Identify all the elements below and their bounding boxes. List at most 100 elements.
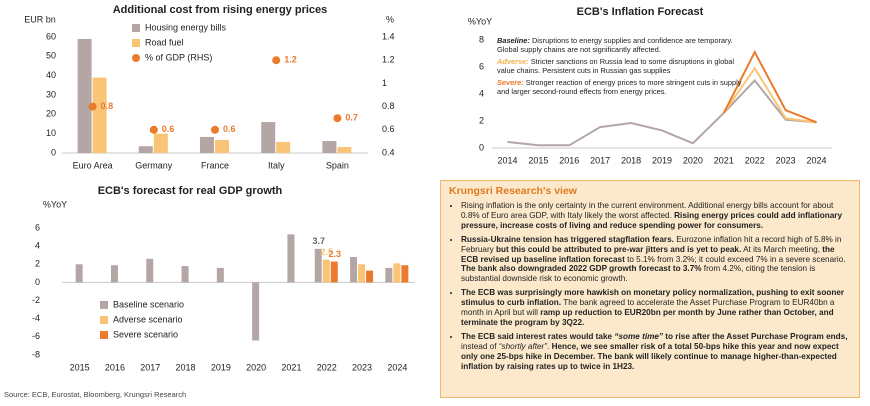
scenario-note: Baseline: Disruptions to energy supplies… <box>497 36 742 54</box>
x-tick-label: 2019 <box>652 155 672 165</box>
data-label: 2.5 <box>320 247 333 257</box>
bar <box>350 257 358 283</box>
data-label: 1.2 <box>284 55 297 65</box>
x-tick-label: Euro Area <box>73 160 113 170</box>
bullet-text: The bank also downgraded 2022 GDP growth… <box>461 264 702 274</box>
bullet-text: Eurozone inflation hit a record high of … <box>461 234 842 254</box>
x-tick-label: 2017 <box>140 362 160 372</box>
bar <box>366 270 374 283</box>
legend-swatch <box>132 39 140 47</box>
line <box>722 66 817 124</box>
y-tick-label: -6 <box>32 331 40 341</box>
bullet: The ECB said interest rates would take “… <box>461 332 851 372</box>
x-tick-label: 2016 <box>559 155 579 165</box>
bar <box>138 146 153 153</box>
bullet: Russia-Ukraine tension has triggered sta… <box>461 235 851 285</box>
x-tick-label: France <box>201 160 229 170</box>
chart-title: ECB's forecast for real GDP growth <box>98 185 283 197</box>
bar <box>252 282 260 341</box>
y-tick-label: 60 <box>46 31 56 41</box>
bullet-text: Rising inflation is the only certainty i… <box>461 201 834 220</box>
y2-tick-label: 0.8 <box>382 101 395 111</box>
x-tick-label: Italy <box>268 160 285 170</box>
data-label: 3.7 <box>312 236 325 246</box>
bar <box>393 263 401 283</box>
bullet-text: the ECB revised up baseline inflation fo… <box>461 244 835 264</box>
y-tick-label: 8 <box>479 34 484 44</box>
view-panel: Krungsri Research's view Rising inflatio… <box>440 180 860 398</box>
bullet-text: “some time” <box>614 331 664 341</box>
bullet: The ECB was surprisingly more hawkish on… <box>461 288 851 328</box>
y2-tick-label: 1.4 <box>382 31 395 41</box>
x-tick-label: 2018 <box>176 362 196 372</box>
y-tick-label: 4 <box>479 88 484 98</box>
y2-tick-label: 0.6 <box>382 124 395 134</box>
bar <box>276 141 291 153</box>
legend-swatch <box>132 54 140 62</box>
y-axis-label: %YoY <box>468 16 492 26</box>
line <box>507 78 817 147</box>
y2-tick-label: 0.4 <box>382 147 395 157</box>
bar <box>314 248 322 283</box>
x-tick-label: 2023 <box>776 155 796 165</box>
bullet-text: At its March meeting, <box>741 244 823 254</box>
y-tick-label: 6 <box>479 61 484 71</box>
x-tick-label: 2024 <box>807 155 827 165</box>
legend-swatch <box>100 331 108 339</box>
bar <box>77 38 92 153</box>
bar <box>200 136 214 153</box>
bar <box>261 122 276 153</box>
y-tick-label: 30 <box>46 89 56 99</box>
bar <box>92 77 107 153</box>
scenario-note: Adverse: Stricter sanctions on Russia le… <box>497 57 742 75</box>
y2-tick-label: 1 <box>382 78 387 88</box>
legend-label: % of GDP (RHS) <box>145 52 212 62</box>
dot <box>272 56 281 65</box>
bullet-text: ramp up reduction to EUR20bn per month b… <box>461 308 834 327</box>
bar <box>146 258 154 283</box>
bar <box>216 267 224 283</box>
x-tick-label: 2017 <box>590 155 610 165</box>
bullet-text: Hence, we see smaller risk of a total 50… <box>461 341 839 371</box>
bullet-text: Rising energy prices could add inflation… <box>461 210 843 230</box>
line <box>722 49 817 124</box>
y-tick-label: 4 <box>35 241 40 251</box>
bullet-text: Russia-Ukraine tension has triggered sta… <box>461 234 674 244</box>
y-tick-label: -8 <box>32 349 40 359</box>
bullet-text: from 4.2%, citing the tension is substan… <box>461 264 816 284</box>
y-axis-label: %YoY <box>43 199 67 209</box>
data-label: 2.3 <box>328 249 341 259</box>
bullet-text: instead of <box>461 341 499 351</box>
x-tick-label: 2021 <box>281 362 301 372</box>
y-tick-label: 50 <box>46 51 56 61</box>
bar <box>322 259 330 283</box>
y-tick-label: 10 <box>46 128 56 138</box>
x-tick-label: 2021 <box>714 155 734 165</box>
bullet-text: The bank agreed to accelerate the Asset … <box>461 298 835 318</box>
bullet-text: to rise after the Asset Purchase Program… <box>663 331 848 341</box>
legend-label: Road fuel <box>145 37 184 47</box>
x-tick-label: 2024 <box>387 362 407 372</box>
bar <box>287 234 295 283</box>
y-tick-label: 2 <box>35 259 40 269</box>
x-tick-label: 2015 <box>528 155 548 165</box>
x-tick-label: 2022 <box>745 155 765 165</box>
legend-label: Adverse scenario <box>113 314 183 324</box>
y2-tick-label: 1.2 <box>382 55 395 65</box>
y-axis-label: EUR bn <box>24 14 56 24</box>
bullet-list: Rising inflation is the only certainty i… <box>449 201 851 372</box>
bullet-text: to 5.1% from 3.2%; it could exceed 7% in… <box>624 254 846 264</box>
x-tick-label: 2020 <box>683 155 703 165</box>
x-tick-label: 2023 <box>352 362 372 372</box>
y-tick-label: 2 <box>479 115 484 125</box>
x-tick-label: 2016 <box>105 362 125 372</box>
y-tick-label: 0 <box>51 147 56 157</box>
y-tick-label: 6 <box>35 222 40 232</box>
scenario-text: Stronger reaction of energy prices to mo… <box>497 78 742 96</box>
legend-swatch <box>100 301 108 309</box>
y-tick-label: 40 <box>46 70 56 80</box>
x-tick-label: 2020 <box>246 362 266 372</box>
source-note: Source: ECB, Eurostat, Bloomberg, Krungs… <box>4 390 187 399</box>
